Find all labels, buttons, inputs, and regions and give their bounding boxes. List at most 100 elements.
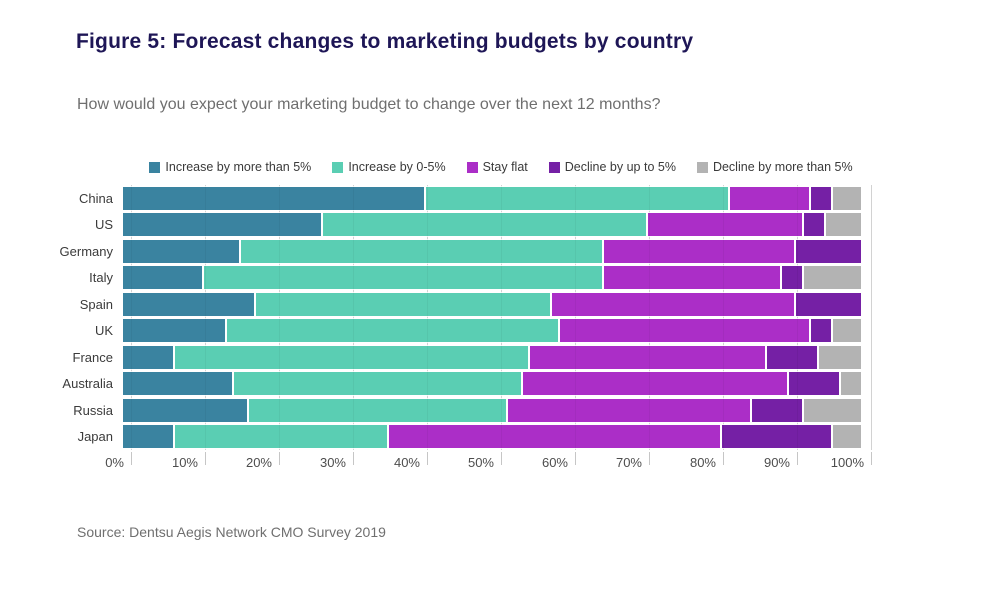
legend-label: Increase by 0-5% xyxy=(348,160,446,174)
bar-track xyxy=(122,291,862,317)
row-label: Russia xyxy=(73,402,113,418)
bar-segment xyxy=(558,318,811,344)
bar-track xyxy=(122,265,862,291)
row-label: UK xyxy=(94,323,113,339)
grid-line xyxy=(723,185,724,450)
axis-track: 0% 10% 20% 30% 40% 50% 60% 70% 80% 90% 100% xyxy=(105,450,872,476)
axis-tick-mark xyxy=(723,452,724,465)
grid-line xyxy=(501,185,502,450)
bar-segment xyxy=(647,212,803,238)
bar-track xyxy=(122,424,862,450)
bar-segment xyxy=(824,212,862,238)
bar-track xyxy=(122,185,862,211)
bar-segment xyxy=(787,371,840,397)
bar-segment xyxy=(802,212,825,238)
legend-label: Decline by up to 5% xyxy=(564,160,676,174)
chart-row: France xyxy=(0,344,871,371)
legend-swatch-icon xyxy=(332,161,344,173)
legend-swatch-icon xyxy=(548,161,560,173)
bar-segment xyxy=(795,238,862,264)
axis-tick-label: 0% xyxy=(105,455,124,470)
axis-tick-mark xyxy=(501,452,502,465)
bar-segment xyxy=(122,344,174,370)
bar-segment xyxy=(765,344,818,370)
bar-segment xyxy=(122,238,241,264)
axis-tick-mark xyxy=(871,452,872,465)
axis-tick-mark xyxy=(575,452,576,465)
axis-tick-label: 100% xyxy=(830,455,864,470)
chart-row: Spain xyxy=(0,291,871,318)
chart-row: UK xyxy=(0,318,871,345)
bar-track xyxy=(122,212,862,238)
bar-segment xyxy=(122,397,248,423)
bar-segment xyxy=(750,397,803,423)
bar-segment xyxy=(388,424,722,450)
legend-swatch-icon xyxy=(696,161,708,173)
legend-item: Increase by more than 5% xyxy=(149,160,311,174)
bar-segment xyxy=(832,185,862,211)
bar-segment xyxy=(802,397,862,423)
grid-line xyxy=(797,185,798,450)
axis-tick-label: 30% xyxy=(319,455,346,470)
grid-line xyxy=(427,185,428,450)
axis-tick-label: 70% xyxy=(615,455,642,470)
bar-track xyxy=(122,371,862,397)
bar-track xyxy=(122,318,862,344)
bar-segment xyxy=(255,291,552,317)
row-label: Germany xyxy=(59,243,113,259)
grid-line xyxy=(353,185,354,450)
source-note: Source: Dentsu Aegis Network CMO Survey … xyxy=(77,524,386,540)
legend-label: Decline by more than 5% xyxy=(712,160,853,174)
axis-tick-label: 10% xyxy=(171,455,198,470)
bar-segment xyxy=(173,344,529,370)
bar-segment xyxy=(551,291,796,317)
bar-segment xyxy=(780,265,803,291)
row-label: Italy xyxy=(89,270,113,286)
bar-segment xyxy=(810,318,833,344)
bar-segment xyxy=(122,371,233,397)
chart-row: Germany xyxy=(0,238,871,265)
legend-item: Decline by more than 5% xyxy=(696,160,853,174)
bar-segment xyxy=(728,185,811,211)
bar-segment xyxy=(247,397,507,423)
x-axis: 0% 10% 20% 30% 40% 50% 60% 70% 80% 90% 100% xyxy=(0,450,872,476)
legend: Increase by more than 5% Increase by 0-5%… xyxy=(131,160,871,174)
bar-track xyxy=(122,238,862,264)
bar-track xyxy=(122,397,862,423)
axis-tick-mark xyxy=(797,452,798,465)
row-label: US xyxy=(94,217,113,233)
bar-segment xyxy=(802,265,862,291)
chart-row: China xyxy=(0,185,871,212)
bar-segment xyxy=(122,291,256,317)
bar-segment xyxy=(122,185,426,211)
bar-segment xyxy=(122,424,174,450)
bar-segment xyxy=(321,212,648,238)
legend-swatch-icon xyxy=(466,161,478,173)
page-title: Figure 5: Forecast changes to marketing … xyxy=(76,30,694,53)
legend-item: Decline by up to 5% xyxy=(548,160,676,174)
grid-line xyxy=(575,185,576,450)
bar-segment xyxy=(839,371,862,397)
bar-segment xyxy=(225,318,559,344)
bar-segment xyxy=(506,397,751,423)
bar-segment xyxy=(521,371,788,397)
row-label: Spain xyxy=(79,296,113,312)
bar-segment xyxy=(122,212,322,238)
bar-segment xyxy=(233,371,522,397)
chart-row: Russia xyxy=(0,397,871,424)
axis-tick-mark xyxy=(427,452,428,465)
legend-label: Stay flat xyxy=(482,160,528,174)
axis-tick-label: 50% xyxy=(467,455,494,470)
bar-segment xyxy=(721,424,833,450)
axis-tick-label: 90% xyxy=(763,455,790,470)
bar-segment xyxy=(528,344,766,370)
grid-line xyxy=(279,185,280,450)
axis-tick-mark xyxy=(279,452,280,465)
grid-line xyxy=(131,185,132,450)
bar-segment xyxy=(817,344,862,370)
bar-segment xyxy=(122,318,226,344)
bar-segment xyxy=(810,185,833,211)
axis-tick-mark xyxy=(353,452,354,465)
legend-label: Increase by more than 5% xyxy=(165,160,312,174)
grid-line xyxy=(649,185,650,450)
